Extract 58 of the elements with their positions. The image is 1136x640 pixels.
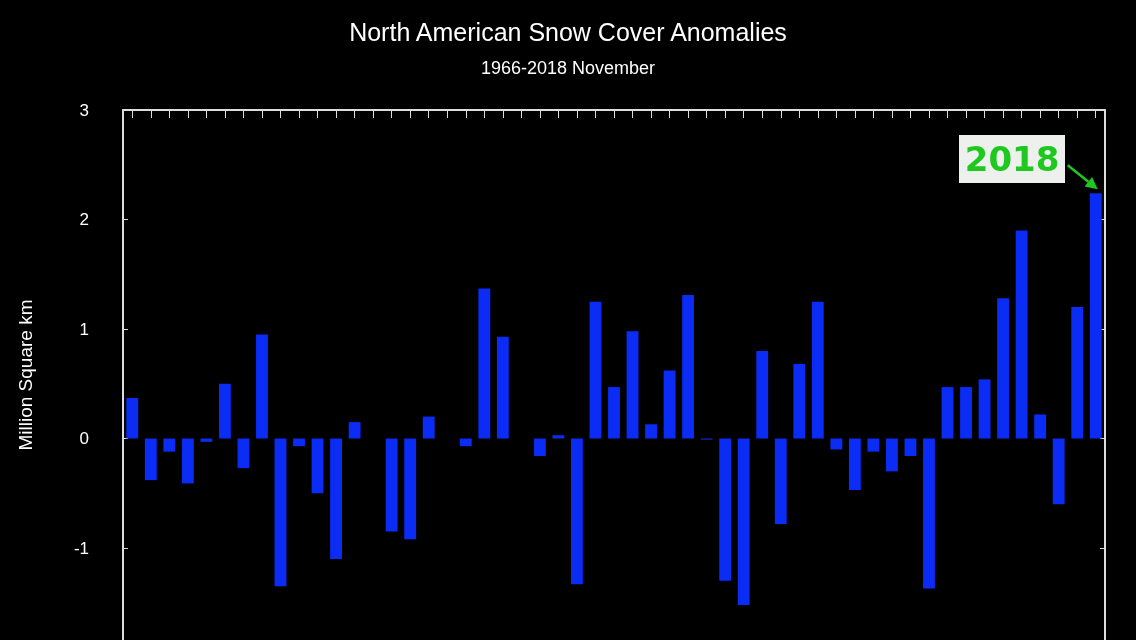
bar bbox=[256, 334, 268, 439]
bar bbox=[867, 438, 880, 452]
bar bbox=[848, 438, 861, 490]
bar bbox=[886, 438, 898, 472]
y-tick-label: 3 bbox=[79, 100, 89, 120]
bar bbox=[404, 438, 417, 540]
bar bbox=[181, 438, 194, 484]
bar bbox=[330, 438, 342, 559]
y-tick-label: -1 bbox=[73, 538, 89, 558]
bar bbox=[274, 438, 287, 587]
bar bbox=[793, 364, 806, 439]
bar bbox=[218, 383, 231, 439]
bar bbox=[1071, 307, 1084, 439]
bar bbox=[1034, 414, 1047, 439]
bar bbox=[941, 387, 954, 439]
bar bbox=[126, 398, 139, 439]
bar bbox=[626, 331, 639, 439]
bar bbox=[904, 438, 917, 457]
bar bbox=[997, 298, 1010, 439]
y-axis-title: Million Square km bbox=[15, 299, 36, 451]
bar bbox=[200, 438, 213, 442]
bar bbox=[571, 438, 583, 585]
annotation: 2018 bbox=[958, 135, 1066, 184]
bar bbox=[830, 438, 843, 450]
chart-subtitle: 1966-2018 November bbox=[480, 58, 656, 78]
bar bbox=[1052, 438, 1065, 505]
bar bbox=[589, 301, 602, 439]
bar bbox=[1089, 193, 1102, 439]
bar bbox=[608, 387, 620, 439]
bar bbox=[533, 438, 546, 457]
bar bbox=[478, 288, 491, 439]
bar bbox=[923, 438, 935, 589]
bar bbox=[163, 438, 176, 452]
bar bbox=[756, 350, 769, 439]
bar bbox=[960, 387, 972, 439]
bar bbox=[682, 295, 695, 439]
bar bbox=[737, 438, 750, 605]
y-tick-label: 2 bbox=[79, 210, 89, 229]
bar bbox=[774, 438, 787, 524]
bar bbox=[293, 438, 305, 447]
bar bbox=[663, 370, 676, 439]
bar bbox=[719, 438, 732, 581]
bar bbox=[459, 438, 472, 447]
bar bbox=[645, 424, 657, 439]
bar bbox=[978, 379, 991, 439]
bar bbox=[422, 416, 435, 439]
bar bbox=[311, 438, 324, 494]
bar bbox=[811, 301, 824, 439]
bar bbox=[1015, 230, 1028, 439]
bar bbox=[237, 438, 250, 469]
y-tick-label: 0 bbox=[79, 429, 89, 449]
bar bbox=[348, 422, 361, 439]
bar bbox=[385, 438, 398, 532]
y-tick-label: 1 bbox=[79, 319, 89, 339]
bar bbox=[552, 435, 565, 439]
bar bbox=[144, 438, 157, 481]
chart-title: North American Snow Cover Anomalies bbox=[349, 17, 787, 46]
bar bbox=[496, 336, 509, 439]
